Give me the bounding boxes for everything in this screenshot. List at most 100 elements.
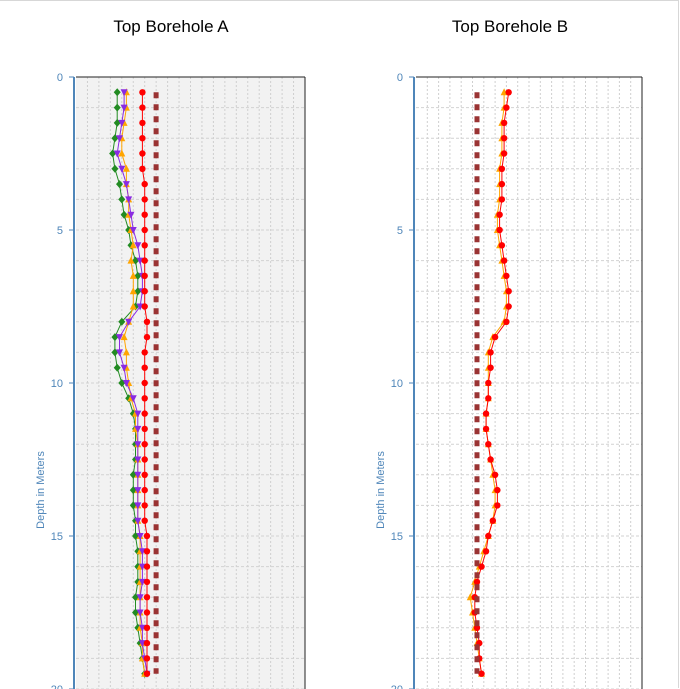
data-point xyxy=(136,594,144,602)
data-point xyxy=(494,502,501,509)
data-point xyxy=(116,135,124,143)
data-point xyxy=(489,517,497,524)
data-point xyxy=(111,164,119,173)
data-point xyxy=(134,425,142,433)
data-point xyxy=(141,379,148,387)
y-tick-label: 15 xyxy=(391,531,403,543)
data-point xyxy=(498,196,506,203)
data-point xyxy=(125,196,133,204)
data-point xyxy=(139,119,146,127)
data-point xyxy=(134,456,142,464)
data-point xyxy=(143,624,151,631)
data-point xyxy=(125,318,133,326)
data-point xyxy=(141,196,148,203)
data-point xyxy=(141,257,148,264)
data-point xyxy=(113,103,121,112)
data-point xyxy=(127,256,135,264)
data-point xyxy=(129,227,137,234)
data-point xyxy=(141,211,148,218)
data-point xyxy=(134,502,142,510)
data-point xyxy=(129,271,137,279)
data-point xyxy=(141,180,148,188)
data-point xyxy=(498,165,506,172)
data-point xyxy=(500,135,508,142)
y-tick-label: 20 xyxy=(391,684,403,689)
data-point xyxy=(141,456,148,463)
data-point xyxy=(485,379,492,387)
data-point xyxy=(122,164,130,172)
data-point xyxy=(118,119,126,127)
data-point xyxy=(134,410,142,418)
data-point xyxy=(120,333,128,341)
data-point xyxy=(143,670,151,677)
data-point xyxy=(498,180,506,188)
data-point xyxy=(139,104,146,111)
data-point xyxy=(136,533,144,540)
data-point xyxy=(129,241,137,249)
data-point xyxy=(134,441,142,449)
data-point xyxy=(116,180,124,189)
data-point xyxy=(141,486,148,494)
data-point xyxy=(143,548,151,555)
data-point xyxy=(487,456,494,463)
data-point xyxy=(129,287,137,295)
data-point xyxy=(491,333,499,341)
data-point xyxy=(473,578,481,586)
data-point xyxy=(141,272,148,280)
data-point xyxy=(141,517,148,524)
data-point xyxy=(478,670,485,677)
data-point xyxy=(478,563,485,570)
y-tick-label: 5 xyxy=(397,225,403,237)
series-4 xyxy=(139,89,151,677)
data-point xyxy=(143,532,151,540)
data-point xyxy=(143,594,151,601)
data-point xyxy=(136,609,144,617)
data-point xyxy=(122,181,130,189)
data-point xyxy=(113,363,121,372)
data-point xyxy=(141,395,148,402)
data-point xyxy=(500,150,508,157)
data-point xyxy=(129,395,137,403)
data-point xyxy=(503,272,510,280)
data-point xyxy=(113,150,121,158)
data-point xyxy=(487,349,494,356)
data-point xyxy=(143,578,151,586)
y-tick-label: 5 xyxy=(57,225,63,237)
data-point xyxy=(116,334,124,342)
data-point xyxy=(134,471,142,479)
data-point xyxy=(141,471,148,478)
data-point xyxy=(505,288,512,295)
data-point xyxy=(494,486,501,494)
data-point xyxy=(113,88,121,97)
y-tick-label: 0 xyxy=(397,72,403,84)
data-point xyxy=(485,532,492,540)
y-axis-label: Depth in Meters xyxy=(35,451,47,529)
data-point xyxy=(120,89,128,97)
data-point xyxy=(120,104,128,112)
data-point xyxy=(118,149,126,157)
data-point xyxy=(485,395,492,402)
chart-panel-2: Top Borehole B 0 5 10 15 20 Depth in Meters xyxy=(375,17,643,689)
data-point xyxy=(503,104,510,111)
data-point xyxy=(505,303,512,310)
data-point xyxy=(141,303,148,310)
data-point xyxy=(139,89,146,96)
data-point xyxy=(485,441,492,448)
data-point xyxy=(139,135,146,142)
y-tick-label: 10 xyxy=(391,378,403,390)
data-point xyxy=(143,639,151,647)
y-axis-label: Depth in Meters xyxy=(375,451,387,529)
data-point xyxy=(129,302,137,310)
data-point xyxy=(503,318,510,325)
data-point xyxy=(143,318,151,325)
data-point xyxy=(500,119,508,127)
data-point xyxy=(491,471,499,478)
data-point xyxy=(139,165,146,172)
data-point xyxy=(134,242,142,250)
chart-title: Top Borehole B xyxy=(452,17,568,36)
data-point xyxy=(122,348,130,356)
data-point xyxy=(120,364,128,372)
data-point xyxy=(141,242,148,249)
y-tick-label: 0 xyxy=(57,72,63,84)
